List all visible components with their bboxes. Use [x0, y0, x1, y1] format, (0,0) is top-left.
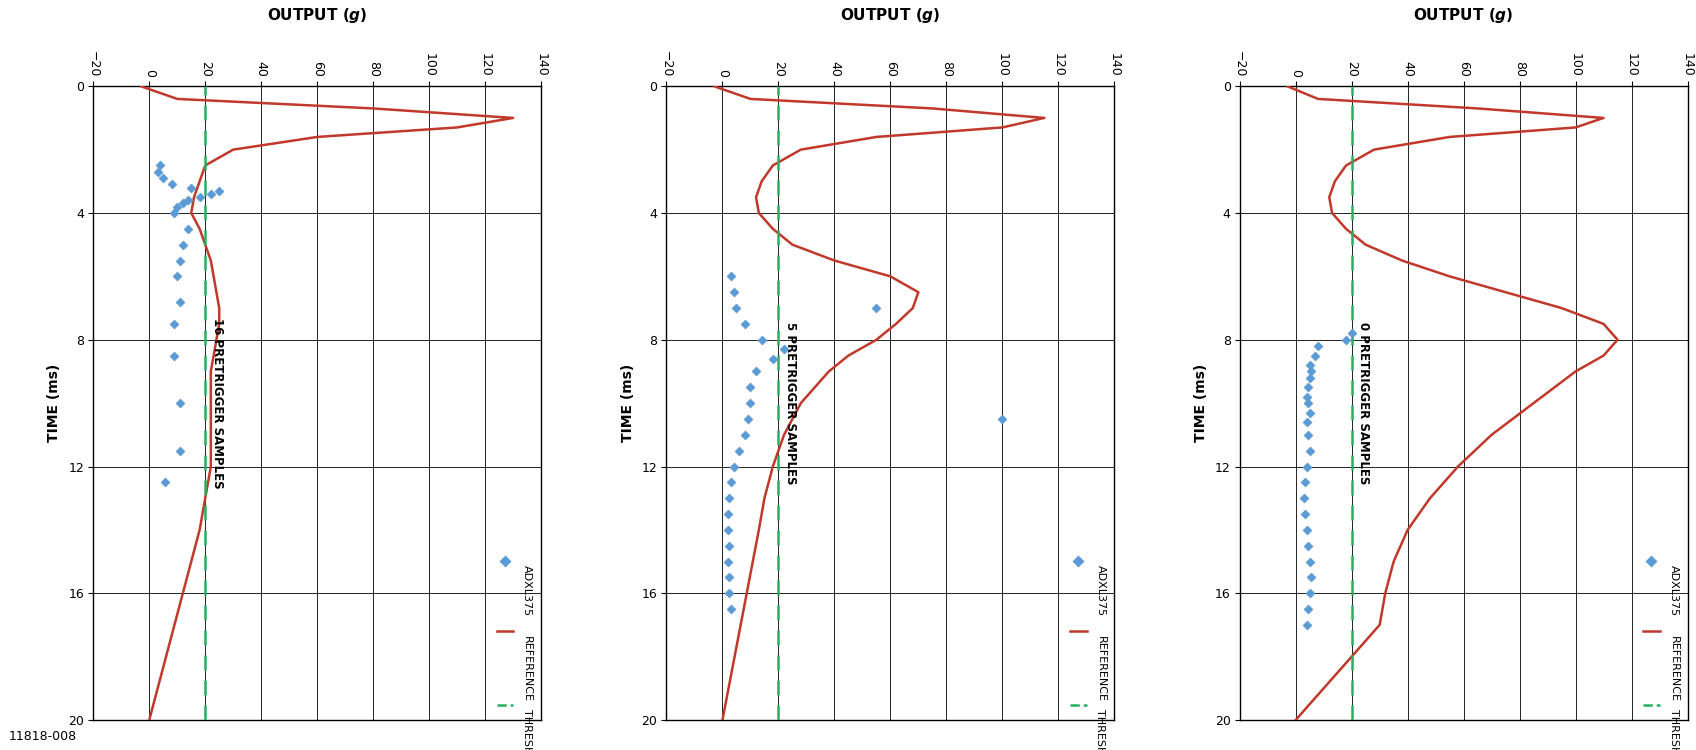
Text: 11818-008: 11818-008 [8, 730, 76, 742]
Point [1338, 328, 1365, 340]
Point [716, 492, 743, 504]
Point [989, 413, 1016, 425]
Point [743, 365, 770, 377]
Point [1333, 334, 1360, 346]
Point [726, 445, 753, 457]
Point [187, 191, 214, 203]
Y-axis label: TIME (ms): TIME (ms) [47, 364, 61, 442]
Point [748, 334, 775, 346]
Point [1294, 429, 1321, 441]
Point [144, 166, 171, 178]
Point [863, 302, 890, 314]
X-axis label: OUTPUT ($\bfit{g}$): OUTPUT ($\bfit{g}$) [266, 6, 368, 26]
Point [166, 445, 193, 457]
Point [716, 587, 743, 599]
Point [721, 460, 748, 472]
Point [722, 302, 750, 314]
Point [1294, 540, 1321, 552]
Point [166, 296, 193, 307]
Legend: ADXL375, REFERENCE, THRESHOLD: ADXL375, REFERENCE, THRESHOLD [1640, 513, 1682, 715]
Point [731, 429, 758, 441]
Point [165, 201, 192, 213]
Point [721, 286, 748, 298]
X-axis label: OUTPUT ($\bfit{g}$): OUTPUT ($\bfit{g}$) [840, 6, 941, 26]
Y-axis label: TIME (ms): TIME (ms) [1194, 364, 1208, 442]
Point [161, 350, 188, 361]
Point [1296, 372, 1323, 384]
Point [205, 184, 232, 196]
Point [717, 476, 745, 488]
Point [1303, 350, 1330, 361]
Point [1292, 508, 1319, 520]
Point [770, 344, 797, 355]
Point [1294, 524, 1321, 536]
Point [1292, 476, 1319, 488]
Text: 0 PRETRIGGER SAMPLES: 0 PRETRIGGER SAMPLES [1357, 322, 1370, 484]
Y-axis label: TIME (ms): TIME (ms) [621, 364, 634, 442]
Text: 16 PRETRIGGER SAMPLES: 16 PRETRIGGER SAMPLES [210, 318, 224, 488]
Point [161, 318, 188, 330]
Point [734, 413, 762, 425]
Point [1291, 492, 1318, 504]
Point [1296, 359, 1323, 371]
Point [714, 556, 741, 568]
Point [158, 178, 185, 190]
Point [1296, 587, 1323, 599]
Point [1304, 340, 1331, 352]
Point [736, 398, 763, 410]
Point [716, 572, 743, 584]
Point [714, 524, 741, 536]
Point [175, 223, 202, 235]
Point [170, 238, 197, 250]
Text: 5 PRETRIGGER SAMPLES: 5 PRETRIGGER SAMPLES [784, 322, 797, 484]
Point [760, 352, 787, 364]
Point [149, 172, 176, 184]
Point [1296, 445, 1323, 457]
Point [1294, 398, 1321, 410]
Point [165, 271, 192, 283]
Point [1294, 460, 1321, 472]
Point [1294, 381, 1321, 393]
Point [1297, 365, 1325, 377]
Point [714, 508, 741, 520]
Point [166, 254, 193, 266]
Point [1294, 391, 1321, 403]
Point [148, 160, 175, 172]
Point [717, 271, 745, 283]
Point [161, 207, 188, 219]
Point [1294, 619, 1321, 631]
Legend: ADXL375, REFERENCE, THRESHOLD: ADXL375, REFERENCE, THRESHOLD [1067, 513, 1109, 715]
Point [736, 381, 763, 393]
Point [166, 398, 193, 410]
Point [197, 188, 224, 200]
Point [1297, 572, 1325, 584]
Point [151, 476, 178, 488]
Point [731, 318, 758, 330]
Legend: ADXL375, REFERENCE, THRESHOLD: ADXL375, REFERENCE, THRESHOLD [494, 513, 536, 715]
Point [1294, 416, 1321, 428]
Point [178, 182, 205, 194]
Point [716, 540, 743, 552]
Point [1296, 556, 1323, 568]
Point [175, 194, 202, 206]
Point [170, 197, 197, 209]
Point [1296, 406, 1323, 418]
X-axis label: OUTPUT ($\bfit{g}$): OUTPUT ($\bfit{g}$) [1413, 6, 1515, 26]
Point [717, 603, 745, 615]
Point [1294, 603, 1321, 615]
